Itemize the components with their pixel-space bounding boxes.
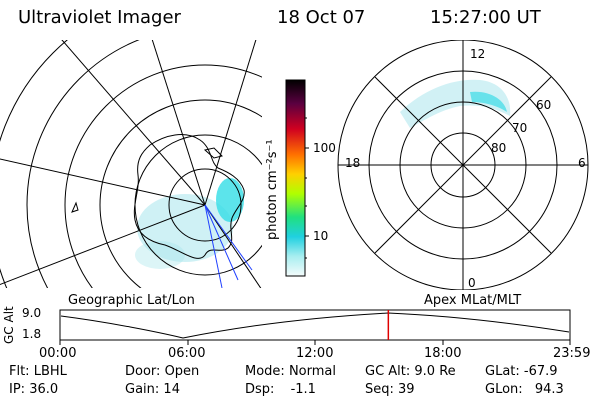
status-flt-value: LBHL bbox=[33, 364, 67, 379]
mlt-label-0: 0 bbox=[468, 276, 476, 290]
aurora-emission-right bbox=[400, 79, 511, 128]
status-seq-value: 39 bbox=[398, 382, 415, 397]
mlt-label-6: 6 bbox=[578, 156, 586, 170]
time-tick-0000: 00:00 bbox=[39, 346, 77, 361]
gc-alt-tick-max: 9.0 bbox=[22, 306, 42, 320]
geographic-map bbox=[0, 40, 262, 288]
gc-alt-axis-label: GC Alt bbox=[2, 306, 16, 344]
time-tick-1200: 12:00 bbox=[296, 346, 334, 361]
orbit-altitude-plot bbox=[59, 309, 571, 345]
status-door-value: Open bbox=[164, 364, 200, 379]
status-ip-value: 36.0 bbox=[29, 382, 59, 397]
colorbar-tick-100: 100 bbox=[313, 141, 336, 155]
status-gcalt-value: 9.0 Re bbox=[414, 364, 456, 379]
antarctica-coastline bbox=[133, 134, 245, 259]
mlat-label-80: 80 bbox=[491, 141, 507, 155]
colorbar-tick-10: 10 bbox=[313, 229, 329, 243]
mlt-label-12: 12 bbox=[470, 47, 486, 61]
time-tick-2359: 23:59 bbox=[553, 346, 591, 361]
time-tick-1800: 18:00 bbox=[424, 346, 462, 361]
left-panel-caption: Geographic Lat/Lon bbox=[68, 293, 195, 308]
mlat-label-60: 60 bbox=[536, 98, 552, 112]
mlat-mlt-plot bbox=[337, 40, 589, 290]
colorbar bbox=[285, 79, 309, 277]
colorbar-unit-label: photon cm⁻²s⁻¹ bbox=[265, 139, 280, 240]
status-ip: IP: 36.0 bbox=[9, 382, 59, 397]
status-mode: Mode: Normal bbox=[245, 364, 336, 379]
right-panel-caption: Apex MLat/MLT bbox=[424, 293, 522, 308]
status-seq: Seq: 39 bbox=[365, 382, 415, 397]
time-label: 15:27:00 UT bbox=[430, 7, 541, 28]
status-glon: GLon: 94.3 bbox=[485, 382, 564, 397]
gc-alt-tick-min: 1.8 bbox=[22, 327, 42, 341]
status-glon-value: 94.3 bbox=[534, 382, 564, 397]
mlt-label-18: 18 bbox=[345, 156, 361, 170]
mlat-label-70: 70 bbox=[512, 121, 528, 135]
status-dsp-value: -1.1 bbox=[290, 382, 316, 397]
status-glat-value: -67.9 bbox=[523, 364, 558, 379]
date-label: 18 Oct 07 bbox=[277, 7, 366, 28]
status-dsp: Dsp: -1.1 bbox=[245, 382, 316, 397]
app-title: Ultraviolet Imager bbox=[18, 7, 181, 28]
status-mode-value: Normal bbox=[288, 364, 336, 379]
status-door: Door: Open bbox=[125, 364, 200, 379]
status-gain: Gain: 14 bbox=[125, 382, 180, 397]
status-gcalt: GC Alt: 9.0 Re bbox=[365, 364, 456, 379]
status-gain-value: 14 bbox=[163, 382, 180, 397]
status-flt: Flt: LBHL bbox=[9, 364, 67, 379]
status-glat: GLat: -67.9 bbox=[485, 364, 558, 379]
time-tick-0600: 06:00 bbox=[168, 346, 206, 361]
